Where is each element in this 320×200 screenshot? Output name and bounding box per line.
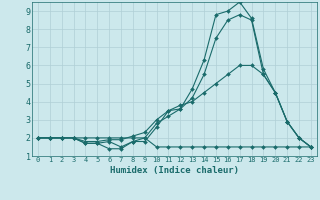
X-axis label: Humidex (Indice chaleur): Humidex (Indice chaleur) [110,166,239,175]
